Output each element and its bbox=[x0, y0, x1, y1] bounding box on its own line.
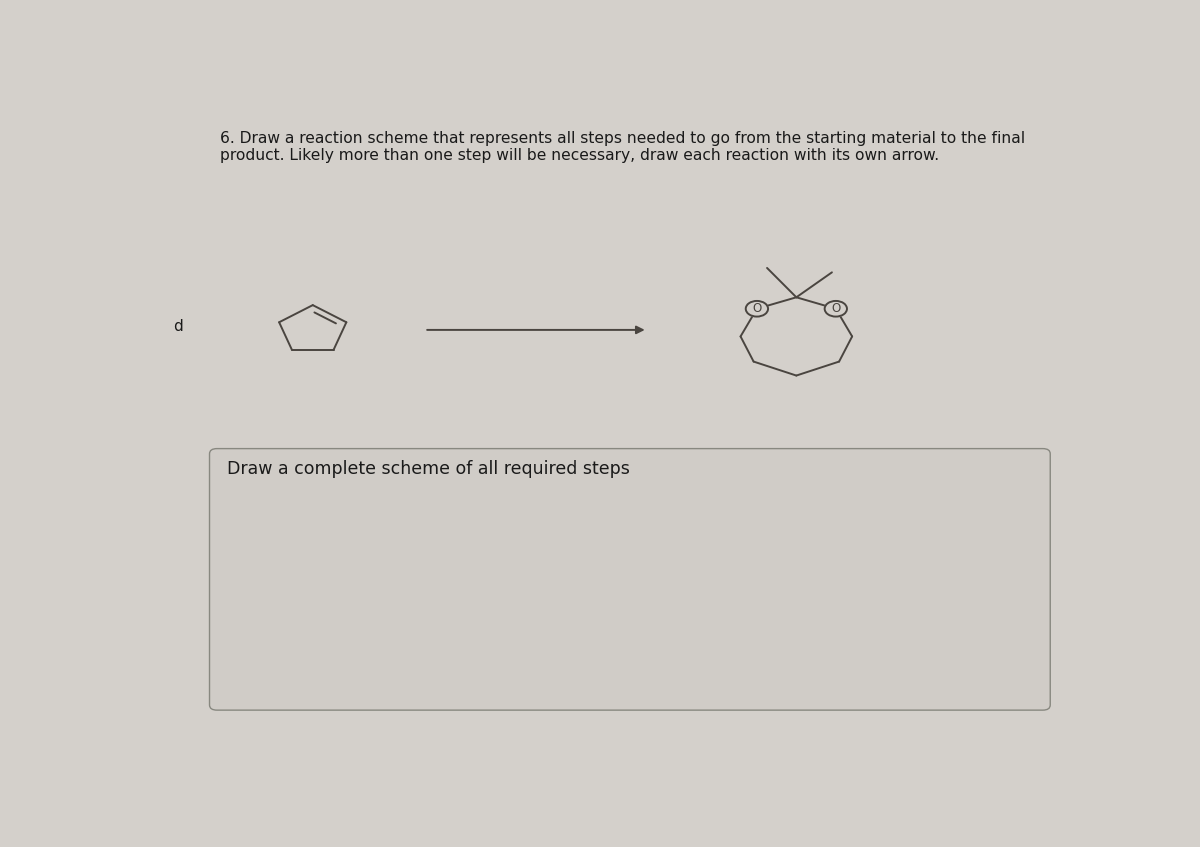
Text: Draw a complete scheme of all required steps: Draw a complete scheme of all required s… bbox=[227, 460, 630, 479]
FancyBboxPatch shape bbox=[210, 449, 1050, 710]
Text: O: O bbox=[832, 302, 840, 315]
Circle shape bbox=[745, 301, 768, 317]
Circle shape bbox=[824, 301, 847, 317]
Text: O: O bbox=[752, 302, 762, 315]
Text: d: d bbox=[173, 319, 182, 335]
Text: 6. Draw a reaction scheme that represents all steps needed to go from the starti: 6. Draw a reaction scheme that represent… bbox=[220, 131, 1025, 163]
